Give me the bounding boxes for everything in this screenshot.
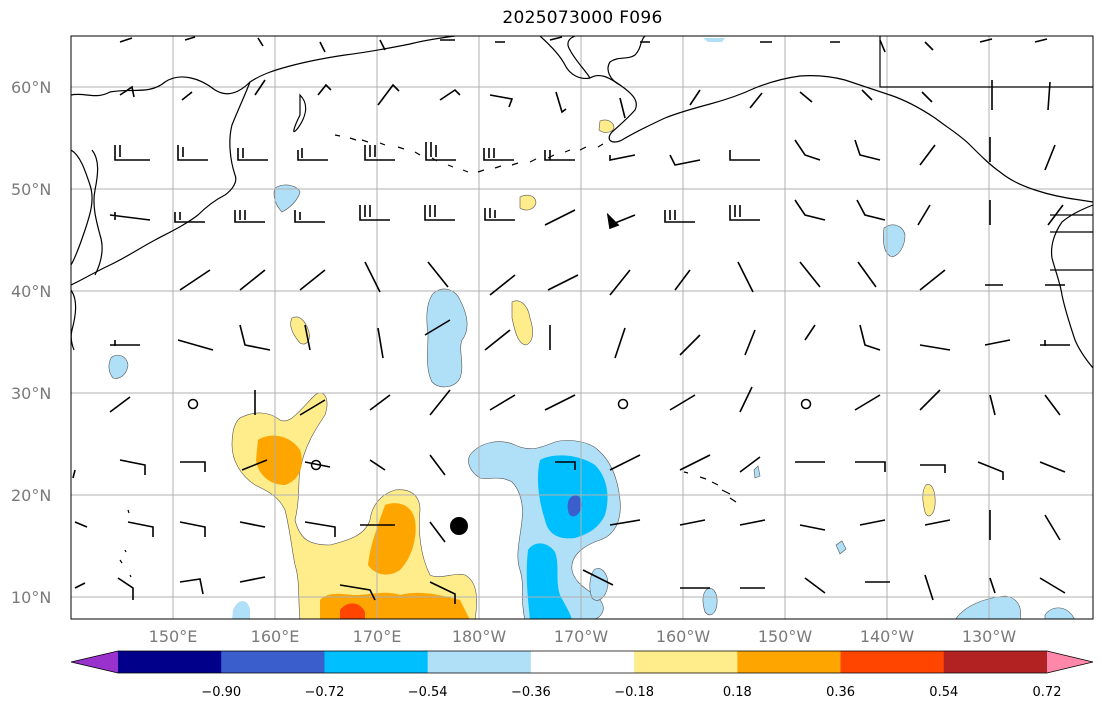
colorbar-segment (943, 651, 1048, 673)
lat-label: 50°N (11, 180, 51, 199)
colorbar-segment (737, 651, 842, 673)
orange-region (256, 435, 302, 485)
lon-label: 150°W (758, 627, 813, 646)
colorbar-segment (427, 651, 532, 673)
colorbar-outline (70, 650, 1094, 674)
positive-anomaly-region (922, 484, 936, 517)
colorbar-extend-min (71, 651, 118, 673)
colorbar-extend-max (1047, 651, 1093, 673)
positive-anomaly-region (290, 316, 310, 345)
colorbar-segment (324, 651, 429, 673)
colorbar-labels: −0.90 −0.72 −0.54 −0.36 −0.18 0.18 0.36 0.54 0.7… (201, 685, 1062, 700)
colorbar-tick-label: 0.54 (929, 685, 958, 700)
latitude-labels: 60°N 50°N 40°N 30°N 20°N 10°N (11, 78, 51, 607)
lat-label: 60°N (11, 78, 51, 97)
map-frame (70, 35, 1094, 620)
wind-barbs (72, 36, 1070, 604)
colorbar-segment (530, 651, 635, 673)
orange-region (340, 603, 365, 619)
colorbar-segment (221, 651, 325, 673)
orange-region (368, 503, 416, 575)
strong-negative-region (567, 495, 582, 517)
colorbar-tick-label: −0.90 (201, 685, 241, 700)
colorbar-segment (118, 651, 222, 673)
colorbar-tick-label: 0.72 (1033, 685, 1062, 700)
lon-label: 160°W (656, 627, 711, 646)
negative-anomaly-region (882, 224, 906, 258)
negative-anomaly-region (232, 601, 250, 619)
negative-anomaly-region (108, 354, 129, 379)
longitude-labels: 150°E 160°E 170°E 180°W 170°W 160°W 150°… (149, 627, 1017, 646)
colorbar-tick-label: 0.18 (723, 685, 752, 700)
negative-anomaly-region (426, 288, 468, 388)
colorbar-segment (840, 651, 945, 673)
lon-label: 130°W (962, 627, 1017, 646)
lat-label: 30°N (11, 384, 51, 403)
lon-label: 140°W (860, 627, 915, 646)
negative-anomaly-region (753, 465, 761, 479)
lon-label: 150°E (149, 627, 198, 646)
map-title: 2025073000 F096 (502, 8, 663, 28)
contour-fills (108, 38, 1075, 619)
lat-label: 10°N (11, 588, 51, 607)
lon-label: 160°E (251, 627, 300, 646)
colorbar-tick-label: −0.18 (614, 685, 654, 700)
colorbar-tick-label: −0.54 (408, 685, 448, 700)
colorbar-tick-label: −0.72 (305, 685, 345, 700)
lon-label: 170°E (353, 627, 402, 646)
negative-anomaly-region (835, 540, 847, 555)
negative-anomaly-region (1044, 607, 1075, 619)
colorbar-segment (634, 651, 738, 673)
lon-label: 180°W (452, 627, 507, 646)
lon-label: 170°W (554, 627, 609, 646)
calm-markers (187, 398, 812, 471)
coastlines (71, 36, 1093, 578)
lat-label: 40°N (11, 282, 51, 301)
negative-anomaly-region (702, 588, 718, 616)
positive-anomaly-region (511, 300, 533, 346)
negative-anomaly-region (703, 38, 725, 42)
negative-anomaly-region (589, 568, 609, 601)
colorbar-tick-label: 0.36 (826, 685, 855, 700)
colorbar-tick-label: −0.36 (511, 685, 551, 700)
colorbar (70, 650, 1094, 674)
positive-anomaly-region (598, 119, 615, 133)
negative-anomaly-region (526, 543, 572, 619)
negative-anomaly-region (955, 595, 1021, 619)
positive-anomaly-region (519, 194, 537, 211)
storm-center-marker (450, 517, 468, 535)
lat-label: 20°N (11, 486, 51, 505)
